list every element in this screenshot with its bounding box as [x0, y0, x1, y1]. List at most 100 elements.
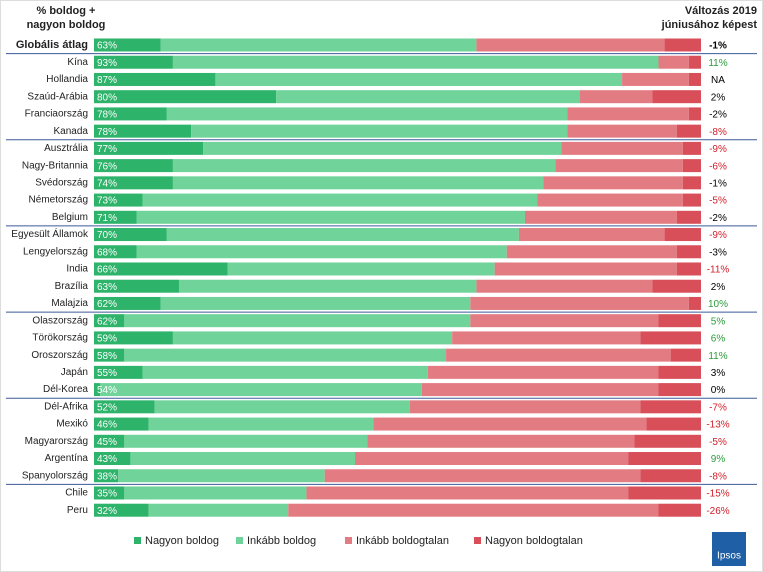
- change-label: -15%: [706, 489, 729, 500]
- bar-segment: [148, 417, 374, 431]
- bar-segment: [682, 176, 701, 190]
- bar-segment: [94, 314, 125, 328]
- change-label: -1%: [709, 41, 727, 52]
- bar-segment: [682, 159, 701, 173]
- bar-segment: [682, 141, 701, 155]
- bar-segment: [124, 434, 368, 448]
- bar-segment: [579, 90, 653, 104]
- total-label: 71%: [97, 213, 117, 224]
- bar-segment: [142, 193, 538, 207]
- bar-segment: [373, 417, 647, 431]
- change-label: NA: [711, 75, 725, 86]
- category-label: Dél-Korea: [43, 384, 88, 395]
- category-label: Törökország: [32, 333, 88, 344]
- category-label: Ausztrália: [44, 143, 88, 154]
- bar-segment: [518, 228, 665, 242]
- bar-segment: [452, 331, 641, 345]
- bar-segment: [306, 486, 629, 500]
- bar-segment: [160, 38, 477, 52]
- bar-segment: [124, 314, 471, 328]
- bar-segment: [94, 228, 167, 242]
- change-label: -8%: [709, 471, 727, 482]
- category-label: Spanyolország: [22, 470, 88, 481]
- bar-segment: [476, 279, 653, 293]
- bar-segment: [676, 262, 701, 276]
- total-label: 35%: [97, 489, 117, 500]
- category-label: Kanada: [54, 126, 89, 137]
- bar-segment: [676, 245, 701, 259]
- total-label: 58%: [97, 351, 117, 362]
- change-label: 3%: [711, 368, 726, 379]
- bar-segment: [682, 193, 701, 207]
- bar-segment: [136, 210, 525, 224]
- bar-segment: [664, 228, 701, 242]
- total-label: 43%: [97, 454, 117, 465]
- bar-segment: [355, 452, 629, 466]
- category-label: Lengyelország: [23, 246, 88, 257]
- bar-segment: [628, 452, 701, 466]
- category-label: Chile: [65, 488, 88, 499]
- change-label: 11%: [708, 351, 727, 362]
- category-label: Belgium: [52, 212, 88, 223]
- category-label: Olaszország: [32, 315, 88, 326]
- category-label: Szaúd-Arábia: [27, 91, 88, 102]
- category-label: Mexikó: [56, 419, 88, 430]
- bar-segment: [688, 107, 701, 121]
- legend-swatch: [236, 537, 243, 544]
- change-label: 0%: [711, 385, 726, 396]
- bar-segment: [658, 55, 689, 69]
- bar-segment: [94, 383, 101, 397]
- total-label: 63%: [97, 282, 117, 293]
- total-label: 77%: [97, 144, 117, 155]
- change-label: -5%: [709, 437, 727, 448]
- legend-label: Inkább boldog: [247, 535, 316, 547]
- bar-segment: [470, 296, 689, 310]
- total-label: 74%: [97, 178, 117, 189]
- change-label: -7%: [709, 402, 727, 413]
- category-label: Malajzia: [51, 298, 88, 309]
- legend-swatch: [345, 537, 352, 544]
- bar-segment: [94, 434, 125, 448]
- bar-segment: [94, 72, 216, 86]
- bar-segment: [94, 452, 131, 466]
- total-label: 55%: [97, 368, 117, 379]
- bar-segment: [148, 503, 289, 517]
- bar-segment: [652, 90, 701, 104]
- total-label: 52%: [97, 402, 117, 413]
- bar-segment: [446, 348, 671, 362]
- total-label: 54%: [97, 385, 117, 396]
- bar-segment: [427, 365, 659, 379]
- category-label: Németország: [29, 195, 88, 206]
- legend-label: Inkább boldogtalan: [356, 535, 449, 547]
- bar-segment: [94, 90, 277, 104]
- bar-segment: [166, 228, 519, 242]
- bar-segment: [136, 245, 507, 259]
- bar-segment: [160, 296, 471, 310]
- bar-segment: [524, 210, 677, 224]
- bar-segment: [154, 400, 410, 414]
- bar-segment: [94, 141, 204, 155]
- bar-segment: [94, 365, 143, 379]
- bar-segment: [543, 176, 683, 190]
- bar-segment: [166, 107, 568, 121]
- bar-segment: [324, 469, 641, 483]
- category-label: Svédország: [35, 177, 88, 188]
- category-label: Nagy-Britannia: [22, 160, 89, 171]
- bar-segment: [178, 279, 477, 293]
- legend-swatch: [134, 537, 141, 544]
- total-label: 38%: [97, 471, 117, 482]
- bar-segment: [94, 176, 173, 190]
- bar-segment: [94, 55, 173, 69]
- bar-segment: [537, 193, 683, 207]
- bar-segment: [94, 348, 125, 362]
- change-label: 5%: [711, 316, 726, 327]
- bar-segment: [658, 383, 701, 397]
- total-label: 63%: [97, 41, 117, 52]
- total-label: 68%: [97, 247, 117, 258]
- legend-label: Nagyon boldog: [145, 535, 219, 547]
- bar-segment: [640, 400, 701, 414]
- total-label: 45%: [97, 437, 117, 448]
- bar-segment: [622, 72, 689, 86]
- bar-segment: [94, 124, 192, 138]
- bar-segment: [94, 417, 149, 431]
